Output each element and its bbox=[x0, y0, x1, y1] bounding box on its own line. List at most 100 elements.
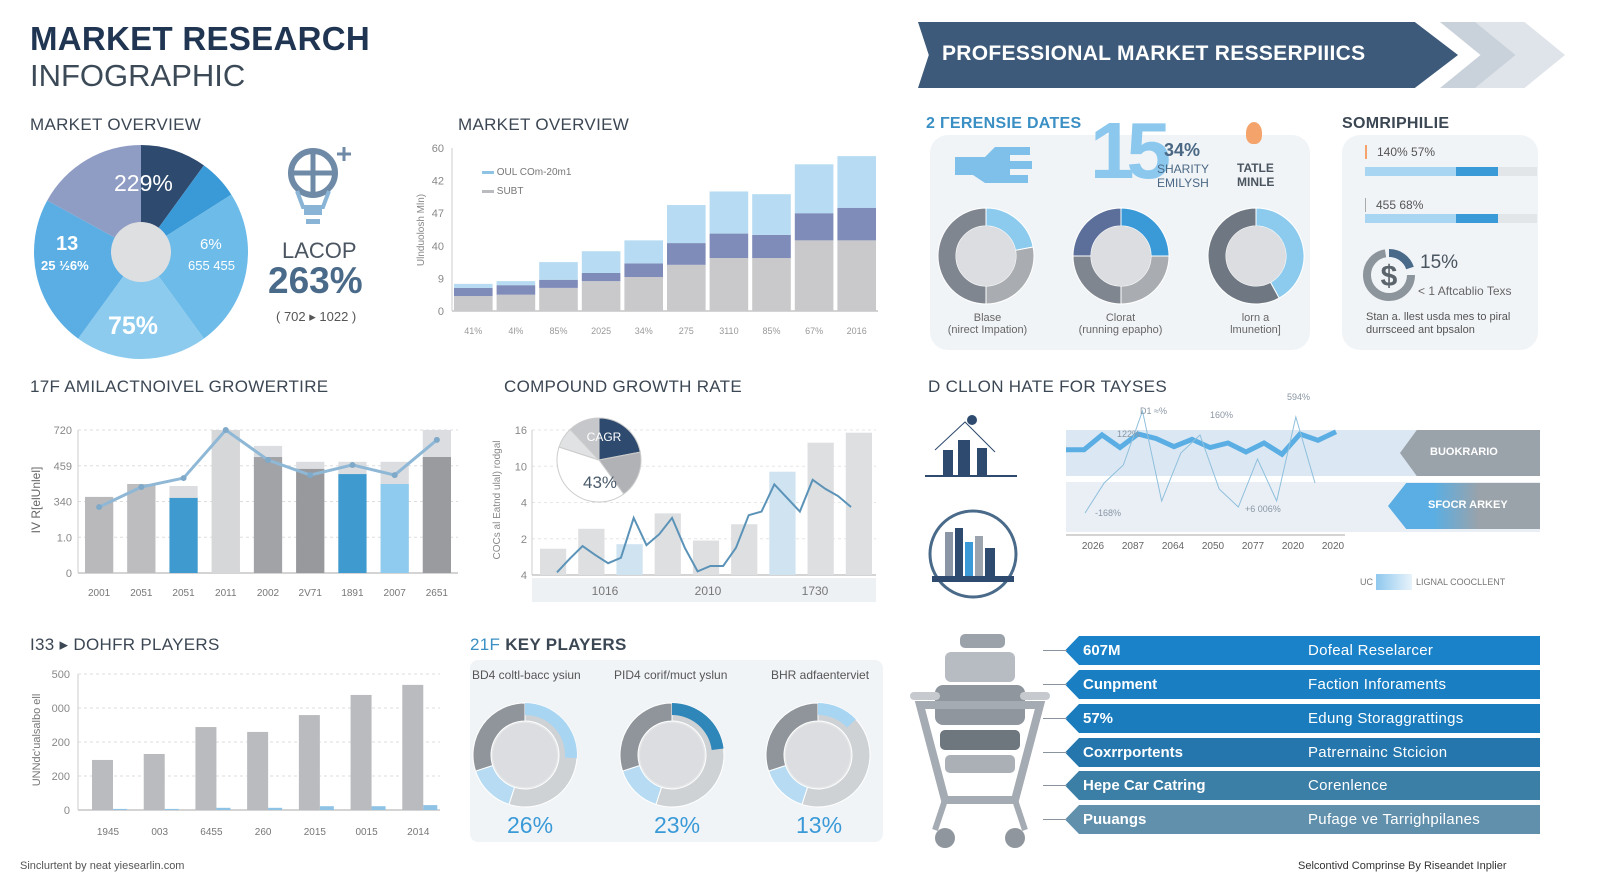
row-left: Cunpment bbox=[1083, 676, 1158, 693]
row-left: Puuangs bbox=[1083, 811, 1147, 828]
list-row[interactable]: 607M Dofeal Reselarcer bbox=[1065, 636, 1540, 665]
pie-slice bbox=[141, 194, 248, 339]
bar-segment bbox=[454, 287, 493, 297]
annotation: +6 006% bbox=[1245, 504, 1281, 514]
y-tick-label: 000 bbox=[52, 703, 70, 715]
legend-swatch bbox=[1376, 574, 1412, 590]
progress-fill bbox=[1365, 167, 1499, 176]
gauge-center bbox=[640, 723, 704, 787]
section-title: COMPOUND GROWTH RATE bbox=[504, 377, 743, 396]
legend-item: OUL COm-20m1 bbox=[496, 167, 572, 178]
key-player-label: BD4 coltl-bacc ysiun bbox=[472, 668, 581, 682]
bar bbox=[402, 684, 424, 810]
x-tick-label: 4l% bbox=[508, 326, 523, 336]
bar-segment bbox=[454, 296, 493, 311]
gauge-ring bbox=[765, 702, 819, 772]
bar bbox=[143, 753, 165, 810]
bar bbox=[296, 468, 325, 573]
section-title: 17F AMILACTNOIVEL GROWERTIRE bbox=[30, 377, 329, 396]
shopping-cart-robot-icon bbox=[910, 634, 1050, 848]
y-axis-label: UNNdc'ualsalbo ell bbox=[31, 694, 43, 787]
list-row[interactable]: 57% Edung Storaggrattings bbox=[1065, 704, 1540, 733]
y-tick-label: 720 bbox=[54, 425, 72, 437]
row-right: Pufage ve Tarrighpilanes bbox=[1308, 811, 1481, 828]
bar bbox=[113, 808, 127, 810]
x-tick-label: 0015 bbox=[355, 827, 378, 838]
line-point bbox=[391, 472, 398, 479]
key-player-gauges bbox=[472, 702, 871, 808]
list-row[interactable]: Cunpment Faction Inforaments bbox=[1065, 670, 1540, 699]
annotation: D1 ≈% bbox=[1140, 406, 1167, 416]
bar-segment bbox=[539, 262, 578, 280]
x-tick-label: 260 bbox=[255, 827, 272, 838]
x-tick-label: 34% bbox=[635, 326, 653, 336]
x-tick-label: 2002 bbox=[257, 588, 280, 599]
bar bbox=[540, 548, 567, 575]
connector bbox=[1043, 650, 1067, 651]
stat-side: TATLE bbox=[1237, 161, 1274, 175]
gauge-center bbox=[493, 723, 557, 787]
x-tick-label: 2077 bbox=[1242, 541, 1265, 552]
line-point bbox=[138, 484, 145, 491]
tag-badge: SFOCR ARKEY bbox=[1388, 483, 1540, 529]
legend-swatch bbox=[482, 189, 494, 193]
line-point bbox=[307, 472, 314, 479]
bar bbox=[338, 474, 367, 573]
x-tick-label: 1945 bbox=[97, 827, 120, 838]
row-right: Dofeal Reselarcer bbox=[1308, 642, 1434, 659]
list-row[interactable]: Puuangs Pufage ve Tarrighpilanes bbox=[1065, 805, 1540, 834]
key-player-value: 26% bbox=[507, 812, 554, 838]
gauge-ring bbox=[801, 702, 871, 808]
x-tick-label: 2050 bbox=[1202, 541, 1225, 552]
tag-badge: BUOKRARIO bbox=[1400, 430, 1540, 476]
bar-segment bbox=[752, 258, 791, 311]
bar bbox=[92, 759, 113, 810]
pie-label: 25 ½6% bbox=[41, 258, 89, 273]
bar-segment bbox=[667, 243, 706, 265]
donut-sublabel: (nirect Impation) bbox=[947, 324, 1028, 336]
list-row[interactable]: Hepe Car Catring Corenlence bbox=[1065, 771, 1540, 800]
x-tick-label: 2087 bbox=[1122, 541, 1145, 552]
y-tick-label: 0 bbox=[438, 306, 444, 318]
y-tick-label: 340 bbox=[54, 497, 72, 509]
bar-segment bbox=[667, 205, 706, 244]
y-axis-label: Ulnduolosh Mln) bbox=[416, 194, 427, 266]
progress-bar bbox=[1365, 214, 1537, 223]
line-point bbox=[180, 475, 187, 482]
row-right: Edung Storaggrattings bbox=[1308, 710, 1464, 727]
y-tick-label: 16 bbox=[515, 425, 527, 437]
line-point bbox=[349, 461, 356, 468]
annotation: 160% bbox=[1210, 410, 1233, 420]
list-row[interactable]: Coxrrportents Patrernainc Stcicion bbox=[1065, 738, 1540, 767]
pie-label: 75% bbox=[108, 312, 159, 340]
section-title: KEY PLAYERS bbox=[505, 635, 627, 654]
x-tick-label: 2051 bbox=[130, 588, 153, 599]
x-tick-label: 2010 bbox=[695, 584, 722, 598]
row-left: 57% bbox=[1083, 710, 1114, 727]
x-tick-label: 2064 bbox=[1162, 541, 1185, 552]
market-share-pie bbox=[33, 145, 248, 360]
x-tick-label: 275 bbox=[679, 326, 694, 336]
key-player-label: PID4 corif/muct yslun bbox=[614, 668, 728, 682]
connector bbox=[1043, 718, 1067, 719]
bar bbox=[423, 805, 438, 810]
bar bbox=[164, 808, 179, 810]
row-left: Hepe Car Catring bbox=[1083, 777, 1206, 794]
bar bbox=[769, 471, 796, 575]
dollar-gauge-icon: $ bbox=[1363, 248, 1415, 301]
bar-segment bbox=[837, 207, 876, 241]
pie-center bbox=[111, 222, 171, 282]
bar bbox=[807, 442, 834, 575]
connector bbox=[1043, 785, 1067, 786]
y-tick-label: 2 bbox=[521, 534, 527, 546]
series-line bbox=[1084, 409, 1316, 514]
x-tick-label: 85% bbox=[549, 326, 567, 336]
x-tick-label: 2651 bbox=[426, 588, 449, 599]
pie-label: 13 bbox=[56, 233, 79, 255]
gauge-center bbox=[786, 723, 850, 787]
pie-label: 655 455 bbox=[188, 258, 235, 273]
y-tick-label: 0 bbox=[66, 568, 72, 580]
page-title: MARKET RESEARCH bbox=[30, 20, 371, 57]
bar bbox=[845, 432, 872, 575]
city-bars-globe-icon bbox=[928, 509, 1018, 599]
